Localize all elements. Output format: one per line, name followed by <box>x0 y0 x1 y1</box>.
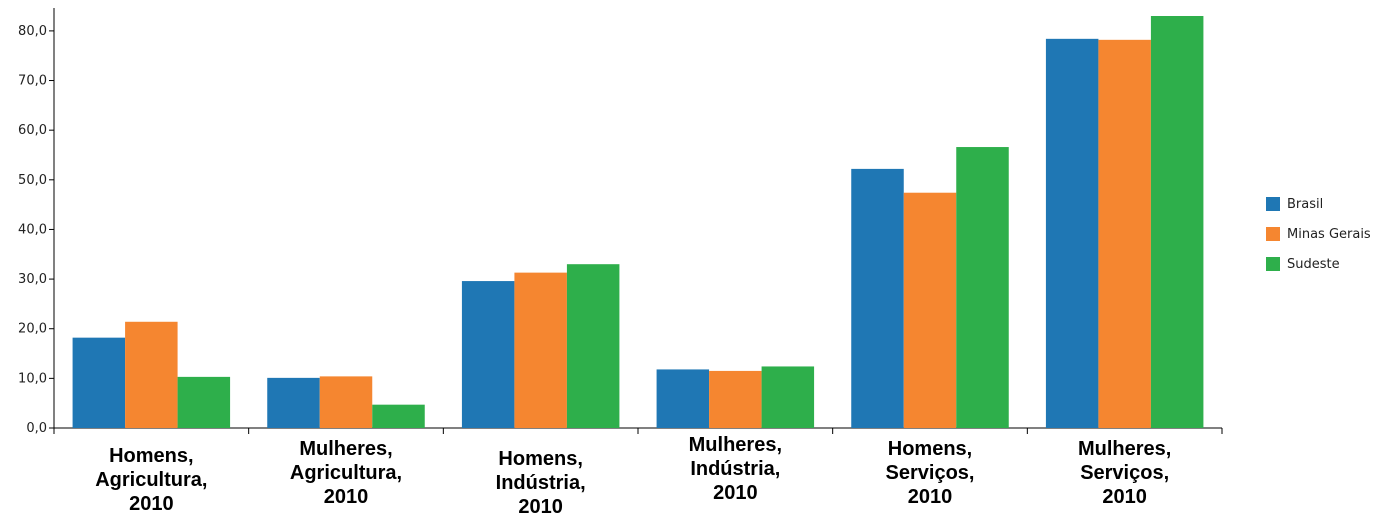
y-tick-label: 70,0 <box>18 74 47 89</box>
legend-label: Sudeste <box>1287 257 1340 272</box>
x-category-label: 2010 <box>713 482 758 504</box>
bar-minas-gerais <box>319 376 373 428</box>
legend-swatch <box>1266 197 1280 211</box>
y-tick-label: 30,0 <box>18 272 47 287</box>
x-category-label: Mulheres, <box>689 434 782 456</box>
bar-brasil <box>267 377 320 428</box>
bar-minas-gerais <box>1098 39 1151 428</box>
y-tick-label: 10,0 <box>18 371 47 386</box>
bar-sudeste <box>372 404 425 428</box>
y-tick-label: 20,0 <box>18 322 47 337</box>
bar-sudeste <box>566 264 620 428</box>
legend-swatch <box>1266 227 1280 241</box>
x-category-label: Homens, <box>498 448 582 470</box>
x-category-label: Agricultura, <box>290 462 402 484</box>
x-category-label: 2010 <box>129 493 174 515</box>
bar-minas-gerais <box>125 321 178 428</box>
bar-sudeste <box>761 366 815 428</box>
bar-minas-gerais <box>514 272 567 428</box>
x-category-label: 2010 <box>324 486 369 508</box>
y-tick-label: 40,0 <box>18 222 47 237</box>
x-category-label: Agricultura, <box>95 469 207 491</box>
legend-label: Minas Gerais <box>1287 227 1371 242</box>
y-tick-label: 50,0 <box>18 173 47 188</box>
y-axis: 0,0 10,0 20,0 30,0 40,0 50,0 60,0 70,0 80,0 <box>18 8 55 436</box>
x-category-label: Indústria, <box>690 458 780 480</box>
x-category-label: 2010 <box>908 486 953 508</box>
x-category-label: 2010 <box>1102 486 1147 508</box>
x-category-label: Mulheres, <box>299 438 392 460</box>
bars <box>72 16 1204 428</box>
legend-swatch <box>1266 257 1280 271</box>
bar-minas-gerais <box>903 192 957 428</box>
x-category-label: Indústria, <box>496 472 586 494</box>
bar-brasil <box>851 168 904 428</box>
bar-brasil <box>1045 38 1099 428</box>
bar-brasil <box>72 337 126 428</box>
x-category-label: Serviços, <box>886 462 975 484</box>
bar-brasil <box>461 281 515 428</box>
x-category-label: Serviços, <box>1080 462 1169 484</box>
x-category-label: Homens, <box>109 445 193 467</box>
x-category-label: 2010 <box>518 496 563 518</box>
legend: Brasil Minas Gerais Sudeste <box>1266 197 1371 272</box>
bar-brasil <box>656 369 710 428</box>
category-labels: Homens,Agricultura,2010Mulheres,Agricult… <box>95 434 1171 518</box>
y-tick-label: 60,0 <box>18 123 47 138</box>
x-axis <box>53 427 1223 434</box>
y-tick-label: 80,0 <box>18 24 47 39</box>
bar-sudeste <box>1150 16 1204 428</box>
bar-minas-gerais <box>709 370 762 428</box>
bar-sudeste <box>177 376 231 428</box>
y-tick-label: 0,0 <box>26 421 47 436</box>
legend-label: Brasil <box>1287 197 1323 212</box>
x-category-label: Mulheres, <box>1078 438 1171 460</box>
bar-sudeste <box>956 147 1009 428</box>
x-category-label: Homens, <box>888 438 972 460</box>
